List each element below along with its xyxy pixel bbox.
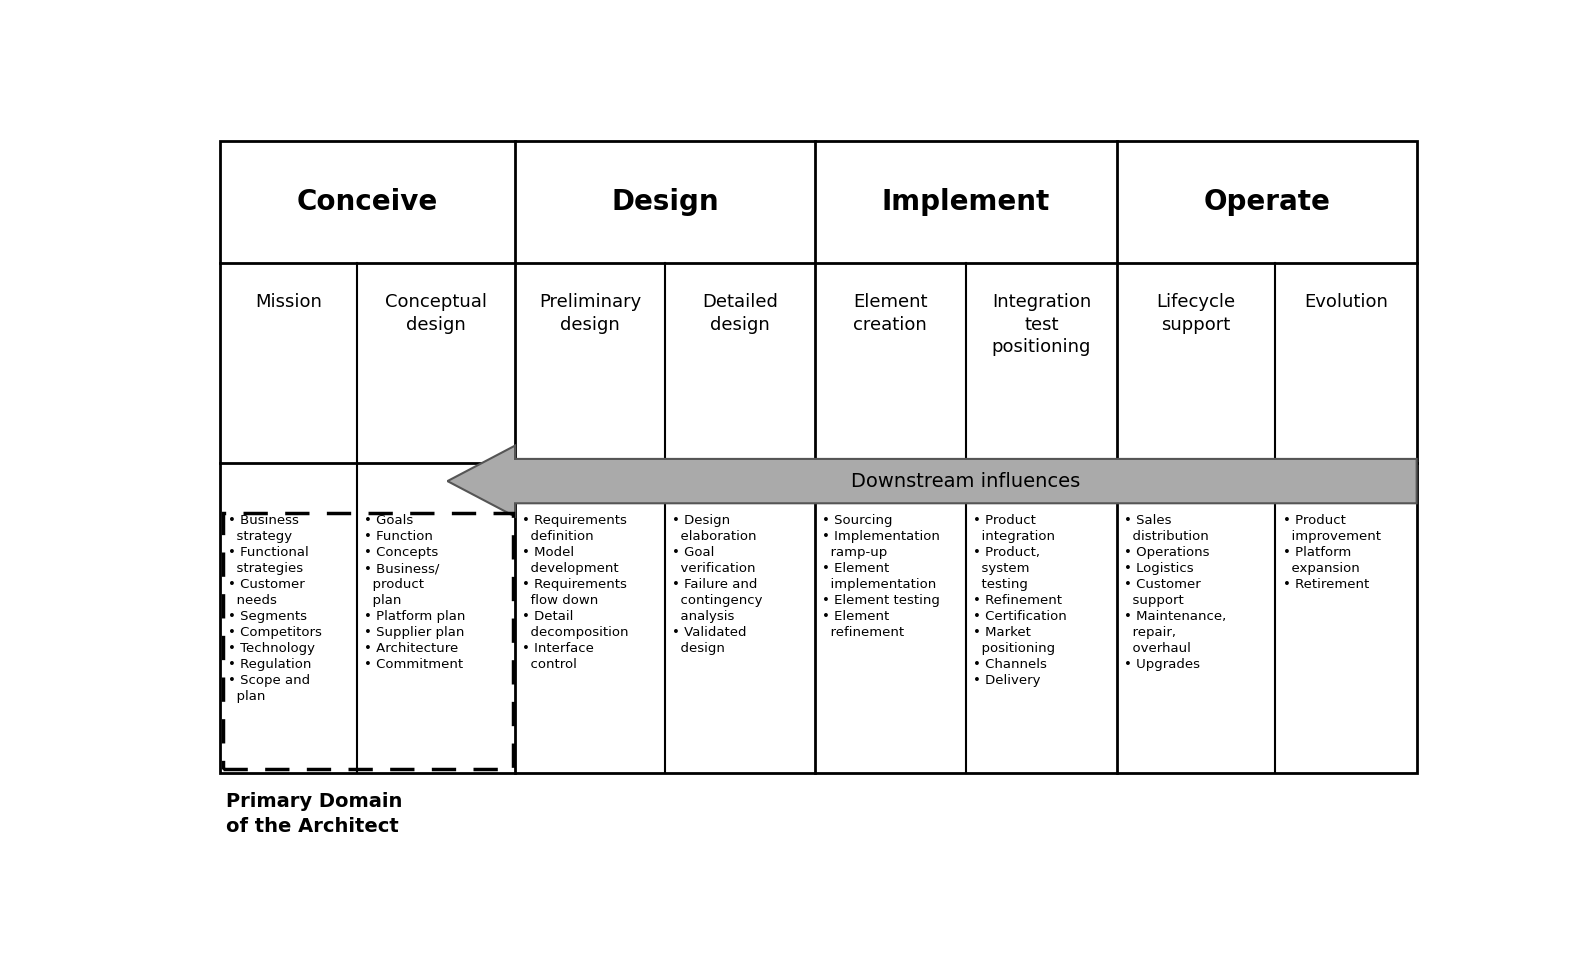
Text: • Business
  strategy
• Functional
  strategies
• Customer
  needs
• Segments
• : • Business strategy • Functional strateg…	[228, 515, 322, 704]
Polygon shape	[447, 445, 1417, 516]
Text: • Design
  elaboration
• Goal
  verification
• Failure and
  contingency
  analy: • Design elaboration • Goal verification…	[672, 515, 762, 656]
Text: Lifecycle
support: Lifecycle support	[1157, 293, 1236, 333]
Bar	[220, 141, 1417, 773]
Text: Design: Design	[612, 188, 718, 216]
Text: • Product
  improvement
• Platform
  expansion
• Retirement: • Product improvement • Platform expansi…	[1282, 515, 1381, 591]
Text: • Goals
• Function
• Concepts
• Business/
  product
  plan
• Platform plan
• Sup: • Goals • Function • Concepts • Business…	[365, 515, 466, 671]
Text: Primary Domain
of the Architect: Primary Domain of the Architect	[227, 792, 403, 835]
Text: Conceptual
design: Conceptual design	[385, 293, 487, 333]
Text: Operate: Operate	[1203, 188, 1330, 216]
Text: • Requirements
  definition
• Model
  development
• Requirements
  flow down
• D: • Requirements definition • Model develo…	[523, 515, 629, 671]
Text: Integration
test
positioning: Integration test positioning	[992, 293, 1090, 356]
Text: Detailed
design: Detailed design	[702, 293, 778, 333]
Text: Implement: Implement	[881, 188, 1049, 216]
Text: Preliminary
design: Preliminary design	[539, 293, 640, 333]
Text: Evolution: Evolution	[1304, 293, 1388, 311]
Text: Conceive: Conceive	[296, 188, 439, 216]
Bar	[222, 513, 512, 769]
Text: • Product
  integration
• Product,
  system
  testing
• Refinement
• Certificati: • Product integration • Product, system …	[973, 515, 1067, 687]
Text: • Sales
  distribution
• Operations
• Logistics
• Customer
  support
• Maintenan: • Sales distribution • Operations • Logi…	[1124, 515, 1227, 671]
Text: Mission: Mission	[255, 293, 322, 311]
Text: • Sourcing
• Implementation
  ramp-up
• Element
  implementation
• Element testi: • Sourcing • Implementation ramp-up • El…	[823, 515, 940, 639]
Text: Element
creation: Element creation	[853, 293, 927, 333]
Text: Downstream influences: Downstream influences	[851, 471, 1081, 491]
